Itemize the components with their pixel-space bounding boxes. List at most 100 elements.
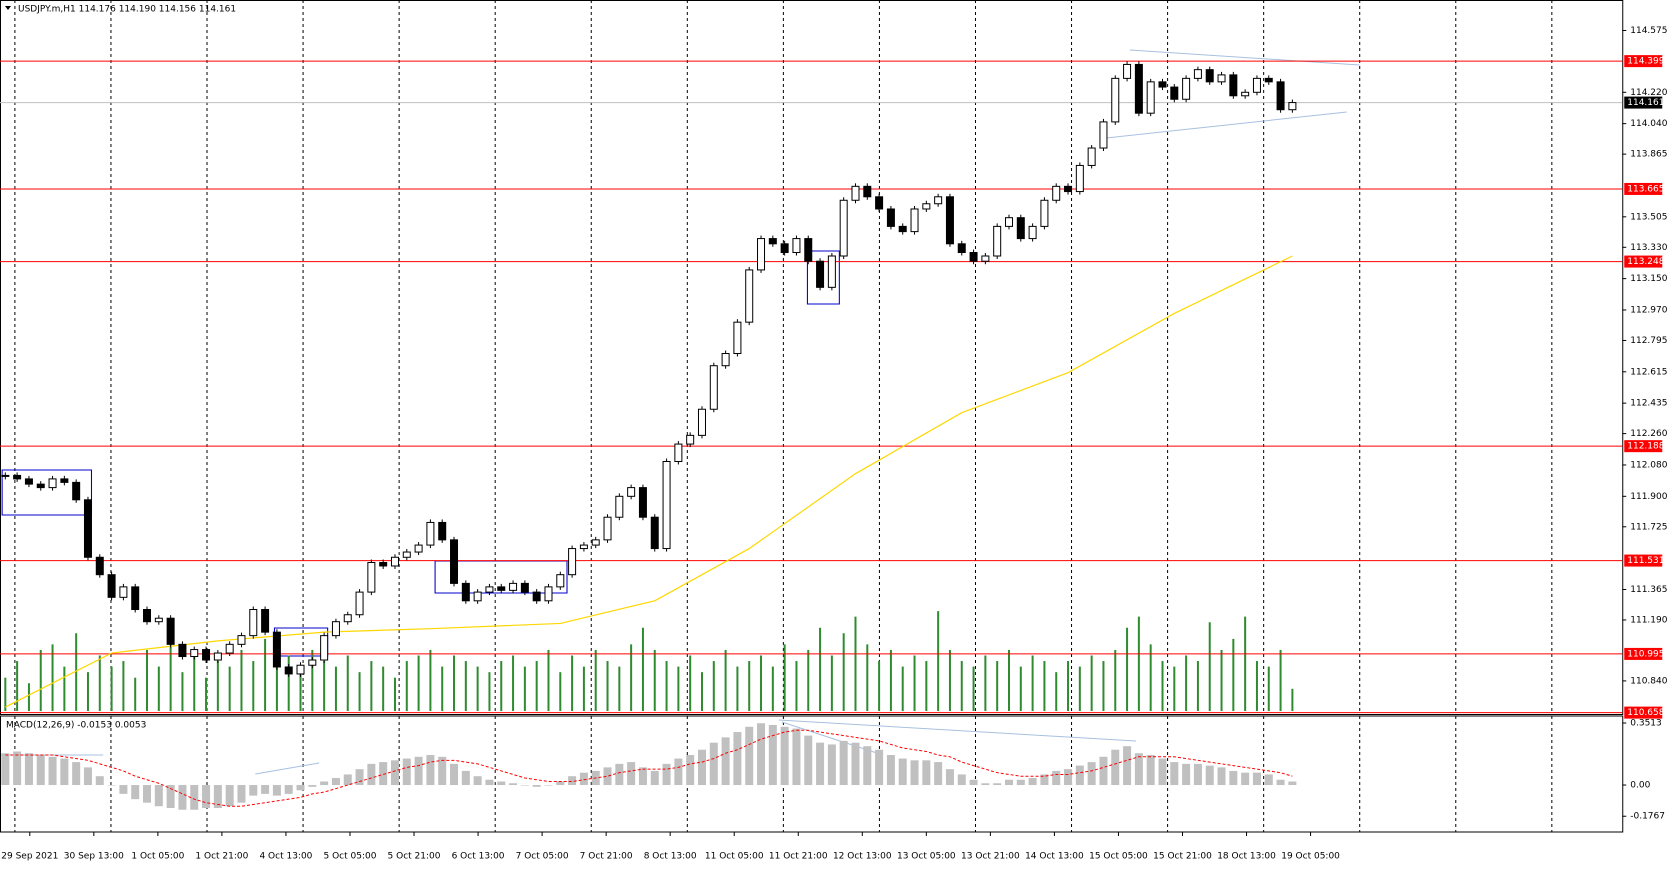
level-tag (1624, 182, 1663, 195)
macd-bar (1, 753, 10, 786)
macd-bar (851, 742, 860, 786)
candle (107, 574, 116, 598)
macd-bar (674, 758, 683, 786)
macd-bar (343, 774, 352, 786)
x-tick-label: 12 Oct 13:00 (833, 852, 892, 862)
candle (910, 208, 919, 233)
candle (450, 539, 459, 584)
candle (745, 269, 754, 323)
candle (190, 649, 199, 658)
x-tick-label: 18 Oct 13:00 (1217, 852, 1276, 862)
macd-bar (143, 785, 152, 803)
candle (875, 196, 884, 210)
macd-signal (5, 729, 1293, 807)
candle (1123, 63, 1132, 79)
candle (662, 460, 671, 550)
x-tick-label: 8 Oct 13:00 (644, 852, 697, 862)
candle (934, 196, 943, 205)
x-tick-label: 11 Oct 21:00 (769, 852, 828, 862)
macd-bar (733, 732, 742, 786)
macd-bar (48, 756, 57, 786)
candle (1205, 69, 1214, 83)
macd-bar (1229, 770, 1238, 786)
macd-y-tick-label: -0.1767 (1630, 812, 1665, 822)
candle (1075, 164, 1084, 193)
candle (627, 487, 636, 497)
y-tick-label: 111.900 (1630, 492, 1667, 502)
box (806, 250, 840, 305)
y-tick-label: 112.615 (1630, 367, 1667, 377)
y-tick-label: 111.365 (1630, 585, 1667, 595)
candle (1276, 81, 1285, 111)
candle (757, 238, 766, 271)
trend-line (1129, 49, 1360, 66)
y-tick-label: 110.840 (1630, 676, 1667, 686)
candle (981, 255, 990, 262)
y-tick-label: 112.435 (1630, 399, 1667, 409)
current-price-tag (1624, 96, 1663, 109)
macd-bar (709, 742, 718, 786)
candle (331, 621, 340, 637)
candle (166, 617, 175, 645)
candle (1158, 81, 1167, 88)
candle (697, 408, 706, 436)
macd-bar (1276, 779, 1285, 786)
trend-line (1106, 111, 1347, 139)
x-tick-label: 13 Oct 21:00 (961, 852, 1020, 862)
macd-bar (461, 770, 470, 786)
candle (36, 483, 45, 489)
candle (261, 609, 270, 633)
candle (284, 666, 293, 675)
candle (426, 521, 435, 546)
macd-bar (556, 781, 565, 786)
macd-bar (379, 762, 388, 786)
macd-bar (331, 777, 340, 786)
candle (1170, 86, 1179, 100)
candle (1064, 185, 1073, 193)
macd-bar (863, 746, 872, 786)
candle (497, 586, 506, 591)
candle (603, 516, 612, 541)
macd-bar (792, 728, 801, 786)
macd-bar (72, 762, 81, 786)
candle (945, 196, 954, 245)
x-tick-label: 7 Oct 21:00 (580, 852, 633, 862)
macd-bar (1158, 758, 1167, 786)
x-tick-label: 15 Oct 05:00 (1089, 852, 1148, 862)
macd-bar (945, 769, 954, 786)
macd-label: MACD(12,26,9) -0.0153 0.0053 (6, 721, 146, 731)
current-price-label: 114.161 (1627, 98, 1664, 108)
candle (650, 516, 659, 550)
candle (1099, 121, 1108, 149)
x-tick-label: 19 Oct 05:00 (1281, 852, 1340, 862)
macd-bar (1134, 753, 1143, 786)
macd-bar (827, 744, 836, 786)
trend-line (778, 719, 1137, 742)
macd-bar (627, 762, 636, 786)
candle (414, 544, 423, 553)
candle (827, 255, 836, 288)
macd-bar (579, 772, 588, 786)
macd-bar (1004, 779, 1013, 786)
candle (591, 539, 600, 546)
macd-bar (131, 785, 140, 800)
x-tick-label: 15 Oct 21:00 (1153, 852, 1212, 862)
macd-bar (202, 785, 211, 808)
macd-bar (957, 774, 966, 786)
candle (72, 481, 81, 501)
grid (14, 0, 1553, 832)
candle (709, 365, 718, 410)
x-tick-label: 4 Oct 13:00 (259, 852, 312, 862)
macd-bar (1205, 765, 1214, 786)
candle (379, 561, 388, 567)
macd-bar (450, 763, 459, 786)
macd-bar (355, 769, 364, 786)
macd-bar (296, 785, 305, 791)
macd-bar (768, 725, 777, 786)
candle (839, 199, 848, 257)
candle (886, 208, 895, 227)
macd-bar (544, 785, 553, 786)
y-tick-label: 113.505 (1630, 212, 1667, 222)
box (1, 469, 93, 516)
candle (1111, 77, 1120, 123)
